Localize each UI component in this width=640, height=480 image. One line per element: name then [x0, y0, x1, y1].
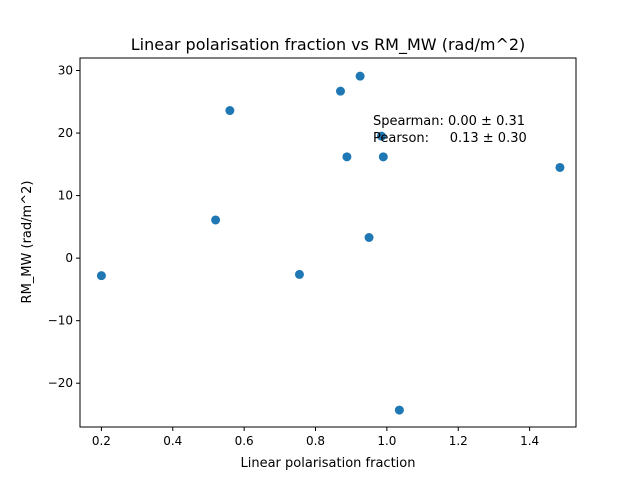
- x-tick-label: 0.8: [306, 434, 325, 448]
- y-tick-label: 30: [58, 64, 73, 78]
- y-axis-label: RM_MW (rad/m^2): [20, 181, 35, 304]
- data-point: [394, 405, 404, 415]
- data-point: [377, 131, 387, 141]
- chart-title: Linear polarisation fraction vs RM_MW (r…: [131, 35, 526, 55]
- data-point: [364, 232, 374, 242]
- data-point: [335, 86, 345, 96]
- x-tick-label: 1.0: [377, 434, 396, 448]
- data-point: [225, 106, 235, 116]
- x-tick-label: 0.2: [92, 434, 111, 448]
- data-point: [96, 271, 106, 281]
- data-point: [378, 152, 388, 162]
- x-axis-label: Linear polarisation fraction: [241, 456, 416, 471]
- x-tick-label: 0.6: [235, 434, 254, 448]
- x-tick-label: 1.2: [449, 434, 468, 448]
- data-point: [555, 162, 565, 172]
- data-point: [294, 269, 304, 279]
- data-points: [96, 71, 565, 415]
- y-tick-label: 0: [65, 251, 73, 265]
- x-tick-label: 1.4: [520, 434, 539, 448]
- spearman-annotation: Spearman: 0.00 ± 0.31: [373, 114, 525, 129]
- y-tick-label: −20: [48, 376, 73, 390]
- plot-area-frame: [79, 57, 577, 428]
- y-tick-label: 10: [58, 189, 73, 203]
- x-tick-label: 0.4: [163, 434, 182, 448]
- data-point: [342, 152, 352, 162]
- pearson-annotation: Pearson: 0.13 ± 0.30: [373, 131, 527, 146]
- axis-ticks: 0.2 0.4 0.6 0.8 1.0 1.2 1.4 −20 −10 0 10 20 30: [48, 64, 539, 448]
- y-tick-label: −10: [48, 314, 73, 328]
- data-point: [211, 215, 221, 225]
- data-point: [355, 71, 365, 81]
- y-tick-label: 20: [58, 126, 73, 140]
